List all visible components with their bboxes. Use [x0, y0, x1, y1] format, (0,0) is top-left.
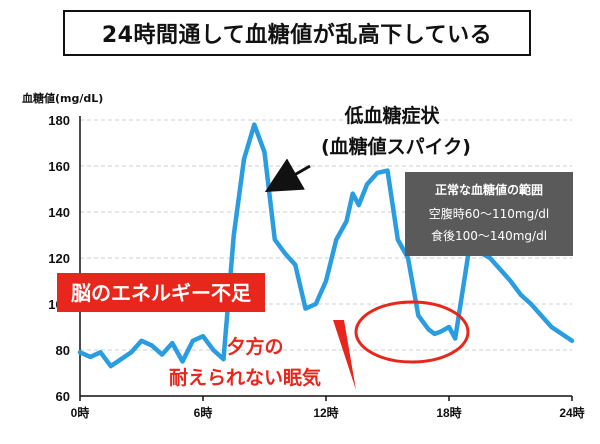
normal-range-fasting: 空腹時60〜110mg/dl — [429, 207, 549, 221]
normal-range-after-meal: 食後100〜140mg/dl — [431, 228, 547, 243]
y-tick-label: 60 — [56, 389, 70, 404]
spike-arrow — [264, 158, 311, 192]
chart-title-box: 24時間通して血糖値が乱高下している — [63, 10, 531, 56]
y-tick-label: 180 — [48, 113, 70, 128]
x-tick-label: 24時 — [559, 405, 584, 420]
evening-label-line1: 夕方の — [226, 335, 283, 358]
x-tick-labels: 0時 6時 12時 18時 24時 — [71, 405, 585, 420]
series-line-0 — [77, 122, 575, 369]
x-tick-label: 12時 — [313, 405, 338, 420]
evening-dip-circle — [354, 300, 470, 364]
y-tick-labels: 6080100120140160180 — [48, 113, 70, 404]
x-tick-label: 0時 — [71, 405, 90, 420]
y-tick-label: 160 — [48, 159, 70, 174]
series-group — [77, 122, 575, 369]
normal-range-box — [405, 172, 573, 256]
grid-lines — [80, 119, 572, 351]
spike-label-line2: (血糖値スパイク) — [321, 135, 471, 158]
y-tick-label: 80 — [56, 343, 70, 358]
brain-banner-text: 脳のエネルギー不足 — [70, 281, 252, 305]
evening-down-arrow — [333, 320, 356, 390]
brain-banner-box — [57, 273, 265, 312]
y-axis-label: 血糖値(mg/dL) — [22, 91, 103, 105]
evening-label-line2: 耐えられない眠気 — [169, 366, 321, 389]
x-tick-label: 6時 — [194, 405, 213, 420]
spike-label-line1: 低血糖症状 — [343, 104, 440, 127]
chart-title: 24時間通して血糖値が乱高下している — [101, 23, 493, 48]
y-tick-label: 140 — [48, 205, 70, 220]
normal-range-title: 正常な血糖値の範囲 — [435, 182, 543, 197]
x-tick-label: 18時 — [436, 405, 461, 420]
y-tick-label: 120 — [48, 251, 70, 266]
axes — [79, 116, 573, 401]
